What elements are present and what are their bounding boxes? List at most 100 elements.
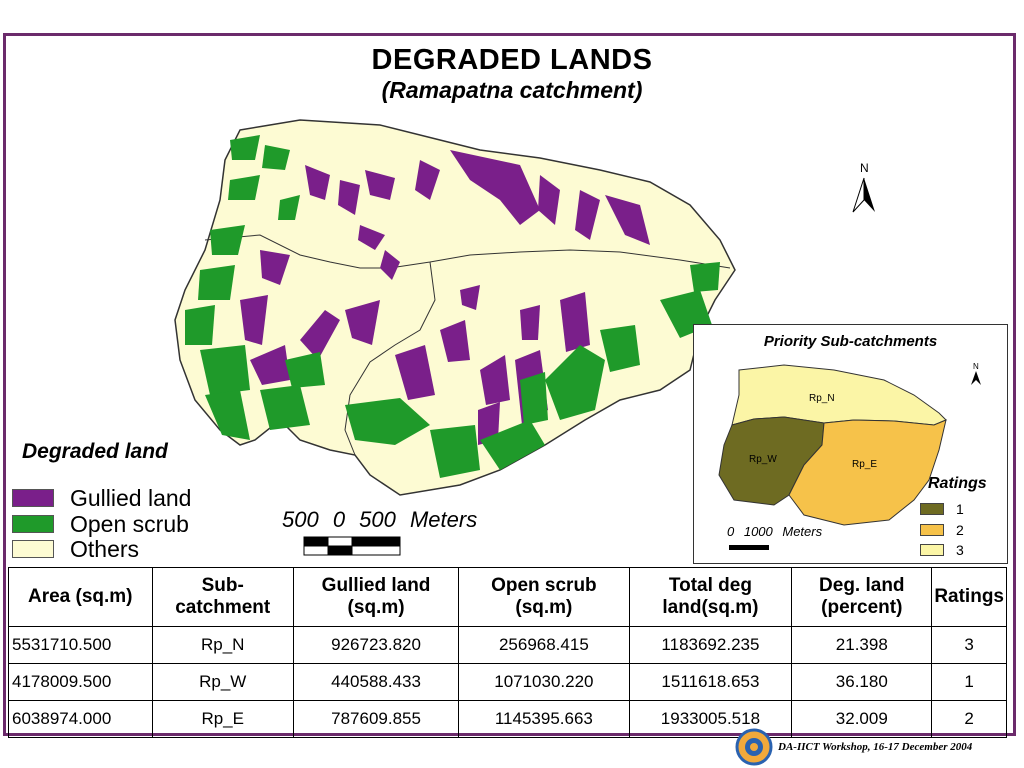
cell-subcatchment: Rp_W	[151, 663, 294, 701]
rating-item-1: 1	[920, 501, 964, 517]
gully-patch	[480, 355, 510, 405]
cell-total: 1511618.653	[628, 663, 793, 701]
col-header-ratings: Ratings	[931, 567, 1007, 627]
cell-subcatchment: Rp_E	[151, 700, 294, 738]
gully-patch	[250, 345, 290, 385]
open-scrub-patches	[185, 135, 720, 478]
gully-patch	[305, 165, 330, 200]
gully-patch	[520, 305, 540, 340]
scrub-patch	[185, 305, 215, 345]
gully-patch	[415, 160, 440, 200]
legend-label: Gullied land	[70, 484, 192, 511]
scrub-patch	[260, 385, 310, 430]
region-rp-n	[731, 364, 947, 426]
gully-patch	[560, 292, 590, 352]
col-header-total: Total deg land(sq.m)	[628, 567, 793, 627]
gully-patch	[605, 195, 650, 245]
legend-item-open-scrub: Open scrub	[12, 511, 189, 537]
cell-open-scrub: 1145395.663	[458, 700, 630, 738]
scrub-patch	[345, 398, 430, 445]
cell-percent: 36.180	[791, 663, 933, 701]
scrub-patch	[430, 425, 480, 478]
priority-inset: Priority Sub-catchments Rp_N Rp_W Rp_E N…	[693, 324, 1008, 564]
inset-title: Priority Sub-catchments	[763, 333, 938, 350]
region-label-rp-w: Rp_W	[749, 454, 777, 465]
scrub-patch	[278, 195, 300, 220]
col-header-gullied: Gullied land (sq.m)	[292, 567, 460, 627]
map-subtitle: (Ramapatna catchment)	[381, 77, 643, 103]
scrub-patch	[285, 352, 325, 388]
table-row: 4178009.500 Rp_W 440588.433 1071030.220 …	[8, 663, 1007, 701]
cell-rating: 1	[931, 663, 1007, 701]
scrub-patch	[230, 135, 260, 160]
inset-north-arrow-icon	[971, 371, 981, 385]
scrub-patch	[210, 225, 245, 255]
cell-open-scrub: 1071030.220	[458, 663, 630, 701]
north-arrow-icon	[852, 177, 875, 213]
gully-patch	[440, 320, 470, 362]
gully-patch	[575, 190, 600, 240]
cell-gullied: 926723.820	[292, 626, 460, 664]
gully-patch	[538, 175, 560, 225]
ratings-title: Ratings	[928, 475, 987, 492]
col-header-subcatchment: Sub-catchment	[151, 567, 294, 627]
col-header-percent: Deg. land (percent)	[791, 567, 933, 627]
gully-patch	[450, 150, 540, 225]
cell-gullied: 787609.855	[292, 700, 460, 738]
table-header-row: Area (sq.m) Sub-catchment Gullied land (…	[8, 567, 1007, 627]
scale-label: 500 0 500 Meters	[282, 507, 478, 532]
legend-swatch	[12, 515, 54, 533]
footer-credit: DA-IICT Workshop, 16-17 December 2004	[778, 741, 973, 753]
north-label: N	[860, 161, 869, 175]
scrub-patch	[205, 390, 250, 440]
cell-area: 5531710.500	[8, 626, 153, 664]
inset-north-label: N	[973, 362, 979, 371]
scrub-patch	[262, 145, 290, 170]
scrub-patch	[200, 345, 250, 395]
scrub-patch	[545, 345, 605, 420]
legend-title: Degraded land	[22, 440, 168, 463]
gully-patch	[365, 170, 395, 200]
table-row: 5531710.500 Rp_N 926723.820 256968.415 1…	[8, 626, 1007, 664]
cell-open-scrub: 256968.415	[458, 626, 630, 664]
rating-label: 2	[956, 522, 964, 538]
region-rp-e	[788, 419, 947, 526]
col-header-open-scrub: Open scrub (sq.m)	[458, 567, 630, 627]
rating-label: 1	[956, 501, 964, 517]
cell-rating: 2	[931, 700, 1007, 738]
cell-area: 6038974.000	[8, 700, 153, 738]
gully-patch	[260, 250, 290, 285]
rating-swatch	[920, 544, 944, 556]
rating-label: 3	[956, 542, 964, 558]
legend-item-others: Others	[12, 535, 140, 562]
gully-patch	[380, 250, 400, 280]
map-title: DEGRADED LANDS	[371, 44, 653, 76]
gully-patch	[460, 285, 480, 310]
cell-gullied: 440588.433	[292, 663, 460, 701]
legend-item-gullied: Gullied land	[12, 484, 192, 511]
scale-bar	[303, 536, 401, 556]
cell-rating: 3	[931, 626, 1007, 664]
legend-swatch	[12, 540, 54, 558]
subcatchment-divider-west-east	[344, 261, 436, 456]
cell-subcatchment: Rp_N	[151, 626, 294, 664]
rating-swatch	[920, 524, 944, 536]
scrub-patch	[198, 265, 235, 300]
gully-patch	[345, 300, 380, 345]
inset-map: Rp_N Rp_W Rp_E N	[718, 362, 981, 550]
gully-patch	[338, 180, 360, 215]
institute-logo-icon	[735, 728, 773, 766]
cell-area: 4178009.500	[8, 663, 153, 701]
region-label-rp-e: Rp_E	[852, 459, 877, 470]
gully-patch	[240, 295, 268, 345]
gully-patch	[395, 345, 435, 400]
region-label-rp-n: Rp_N	[809, 393, 835, 404]
inset-scale-label: 0 1000 Meters	[727, 524, 823, 539]
legend-label: Others	[70, 535, 140, 562]
inset-scale-bar	[729, 545, 769, 550]
scrub-patch	[600, 325, 640, 372]
table-row: 6038974.000 Rp_E 787609.855 1145395.663 …	[8, 700, 1007, 738]
cell-percent: 21.398	[791, 626, 933, 664]
col-header-area: Area (sq.m)	[8, 567, 153, 627]
